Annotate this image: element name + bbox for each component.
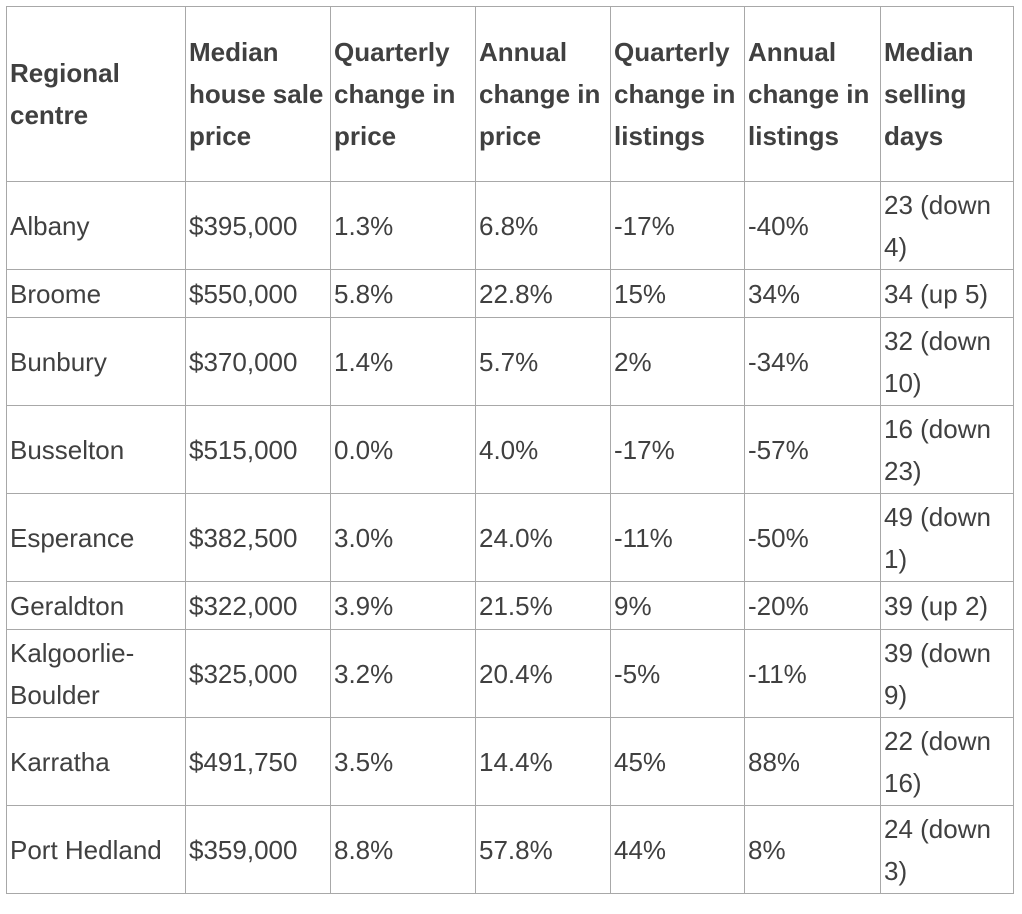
header-median-selling-days: Median selling days (880, 6, 1014, 182)
cell-median-price: $395,000 (185, 181, 331, 270)
cell-median-selling-days: 16 (down 23) (880, 405, 1014, 494)
cell-regional-centre: Albany (6, 181, 186, 270)
cell-annual-price-change: 22.8% (475, 269, 611, 318)
cell-regional-centre: Geraldton (6, 581, 186, 630)
cell-quarterly-price-change: 3.9% (330, 581, 476, 630)
cell-quarterly-price-change: 3.5% (330, 717, 476, 806)
cell-median-selling-days: 34 (up 5) (880, 269, 1014, 318)
cell-quarterly-listings-change: 45% (610, 717, 745, 806)
cell-median-price: $491,750 (185, 717, 331, 806)
cell-median-selling-days: 22 (down 16) (880, 717, 1014, 806)
cell-median-price: $515,000 (185, 405, 331, 494)
cell-quarterly-price-change: 0.0% (330, 405, 476, 494)
regional-house-prices-table: Regional centre Median house sale price … (6, 6, 1014, 894)
header-quarterly-change-price: Quarterly change in price (330, 6, 476, 182)
header-annual-change-price: Annual change in price (475, 6, 611, 182)
cell-quarterly-listings-change: 9% (610, 581, 745, 630)
table-container: Regional centre Median house sale price … (6, 6, 1014, 894)
cell-annual-price-change: 24.0% (475, 493, 611, 582)
table-row: Geraldton $322,000 3.9% 21.5% 9% -20% 39… (6, 581, 1014, 630)
cell-annual-listings-change: -40% (744, 181, 881, 270)
cell-regional-centre: Broome (6, 269, 186, 318)
cell-median-price: $359,000 (185, 805, 331, 894)
cell-annual-listings-change: 8% (744, 805, 881, 894)
cell-median-price: $382,500 (185, 493, 331, 582)
cell-quarterly-price-change: 1.4% (330, 317, 476, 406)
cell-quarterly-listings-change: -17% (610, 405, 745, 494)
cell-annual-price-change: 6.8% (475, 181, 611, 270)
cell-median-price: $550,000 (185, 269, 331, 318)
header-quarterly-change-listings: Quarterly change in listings (610, 6, 745, 182)
cell-regional-centre: Port Hedland (6, 805, 186, 894)
table-row: Bunbury $370,000 1.4% 5.7% 2% -34% 32 (d… (6, 317, 1014, 406)
cell-median-selling-days: 23 (down 4) (880, 181, 1014, 270)
cell-annual-listings-change: -57% (744, 405, 881, 494)
cell-quarterly-price-change: 3.2% (330, 629, 476, 718)
header-row: Regional centre Median house sale price … (6, 6, 1014, 182)
cell-annual-listings-change: 88% (744, 717, 881, 806)
cell-quarterly-listings-change: 15% (610, 269, 745, 318)
cell-quarterly-price-change: 5.8% (330, 269, 476, 318)
cell-annual-listings-change: 34% (744, 269, 881, 318)
cell-median-selling-days: 24 (down 3) (880, 805, 1014, 894)
table-row: Busselton $515,000 0.0% 4.0% -17% -57% 1… (6, 405, 1014, 494)
table-row: Kalgoorlie-Boulder $325,000 3.2% 20.4% -… (6, 629, 1014, 718)
cell-median-selling-days: 39 (down 9) (880, 629, 1014, 718)
table-row: Karratha $491,750 3.5% 14.4% 45% 88% 22 … (6, 717, 1014, 806)
cell-annual-listings-change: -34% (744, 317, 881, 406)
cell-median-selling-days: 39 (up 2) (880, 581, 1014, 630)
cell-annual-price-change: 20.4% (475, 629, 611, 718)
header-annual-change-listings: Annual change in listings (744, 6, 881, 182)
cell-quarterly-listings-change: 2% (610, 317, 745, 406)
cell-quarterly-listings-change: -11% (610, 493, 745, 582)
cell-quarterly-listings-change: -5% (610, 629, 745, 718)
cell-annual-listings-change: -20% (744, 581, 881, 630)
cell-median-selling-days: 32 (down 10) (880, 317, 1014, 406)
cell-annual-price-change: 5.7% (475, 317, 611, 406)
header-regional-centre: Regional centre (6, 6, 186, 182)
cell-annual-listings-change: -50% (744, 493, 881, 582)
cell-quarterly-price-change: 1.3% (330, 181, 476, 270)
table-row: Broome $550,000 5.8% 22.8% 15% 34% 34 (u… (6, 269, 1014, 318)
cell-annual-listings-change: -11% (744, 629, 881, 718)
table-row: Port Hedland $359,000 8.8% 57.8% 44% 8% … (6, 805, 1014, 894)
cell-annual-price-change: 14.4% (475, 717, 611, 806)
cell-median-selling-days: 49 (down 1) (880, 493, 1014, 582)
cell-annual-price-change: 57.8% (475, 805, 611, 894)
table-row: Esperance $382,500 3.0% 24.0% -11% -50% … (6, 493, 1014, 582)
cell-regional-centre: Esperance (6, 493, 186, 582)
cell-regional-centre: Busselton (6, 405, 186, 494)
table-row: Albany $395,000 1.3% 6.8% -17% -40% 23 (… (6, 181, 1014, 270)
cell-quarterly-listings-change: -17% (610, 181, 745, 270)
cell-quarterly-listings-change: 44% (610, 805, 745, 894)
cell-quarterly-price-change: 3.0% (330, 493, 476, 582)
cell-regional-centre: Karratha (6, 717, 186, 806)
cell-quarterly-price-change: 8.8% (330, 805, 476, 894)
cell-median-price: $325,000 (185, 629, 331, 718)
header-median-house-sale-price: Median house sale price (185, 6, 331, 182)
cell-regional-centre: Kalgoorlie-Boulder (6, 629, 186, 718)
cell-median-price: $370,000 (185, 317, 331, 406)
cell-median-price: $322,000 (185, 581, 331, 630)
cell-annual-price-change: 21.5% (475, 581, 611, 630)
cell-annual-price-change: 4.0% (475, 405, 611, 494)
cell-regional-centre: Bunbury (6, 317, 186, 406)
